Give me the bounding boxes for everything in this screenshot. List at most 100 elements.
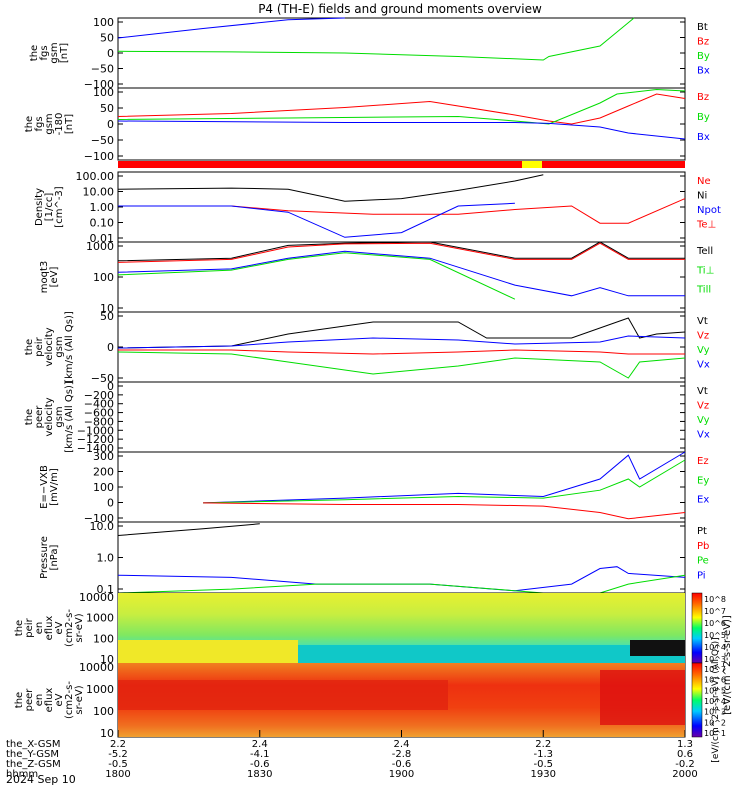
legend-Bz: Bz [697, 92, 709, 103]
y-tick-label: 100 [93, 86, 114, 99]
x-row-value: -5.2 [108, 749, 128, 760]
y-tick-label: 100 [93, 481, 114, 494]
y-tick-label: −400 [84, 398, 114, 411]
x-row-value: -0.6 [392, 759, 412, 770]
y-tick-label: 10 [100, 653, 114, 666]
panel-efield: 300 200 100 0 −100 E=−VXB [mV/m] Ez Ey Ex [39, 450, 709, 525]
series-By [117, 88, 686, 125]
series-Vy [117, 351, 686, 379]
y-axis-label: gsm [54, 336, 65, 357]
y-axis-label: sr-eV) [74, 685, 85, 714]
y-axis-label: the [24, 339, 35, 355]
legend-Vx: Vx [697, 360, 710, 371]
y-tick-label: −1200 [77, 433, 114, 446]
y-axis-label: velocity [44, 397, 55, 436]
peir-low-yellow [118, 640, 298, 663]
x-row-value: -0.5 [533, 759, 553, 770]
y-axis-label: en [34, 694, 45, 707]
y-axis-label: Density [34, 188, 45, 226]
x-row-value: 1900 [389, 769, 414, 780]
x-row-value: 1.3 [677, 739, 693, 750]
x-row-value: 2.4 [394, 739, 410, 750]
colorbar-tick: 10^7 [704, 665, 726, 674]
y-axis-label: [mV/m] [49, 468, 60, 506]
panel-fgs-rotated: 100 50 0 −50 −100 the fgs gsm -180 [nT] Bz By Bx [24, 86, 710, 163]
panel-peer-spectrogram: 10000 1000 100 10 the peer en eflux eV (cm2-s-sr-… [14, 661, 726, 740]
x-axis: the_X-GSM 2.2 2.4 2.4 2.2 1.3 the_Y-GSM -5.2 -4.… [6, 730, 698, 780]
y-axis-label: eflux [44, 616, 55, 641]
x-row-value: 1800 [105, 769, 130, 780]
y-tick-label: 1.0 [97, 552, 115, 565]
x-row-value: 2000 [672, 769, 697, 780]
y-axis-label: the [14, 692, 25, 708]
y-axis-label: [1/cc] [44, 193, 55, 222]
y-axis-label: gsm [49, 42, 60, 63]
legend-Vz: Vz [697, 331, 709, 342]
legend-Ex: Ex [697, 495, 709, 506]
status-bar [118, 161, 685, 168]
series-Vt [117, 317, 686, 349]
colorbar-tick: 10^4 [704, 643, 726, 652]
status-bar-yellow [522, 161, 542, 168]
colorbar-tick: 10^7 [704, 607, 726, 616]
y-tick-label: 10.0 [90, 520, 115, 533]
chart-title: P4 (TH-E) fields and ground moments over… [258, 2, 542, 16]
legend-Tell: Tell [696, 246, 713, 257]
y-axis-label: [km/s (All Qs)] [64, 311, 75, 383]
x-row-value: -2.8 [392, 749, 412, 760]
y-axis-label: [nT] [64, 114, 75, 134]
peer-colorbar [691, 662, 703, 738]
legend-By: By [697, 112, 710, 123]
series-Bz [117, 93, 686, 125]
y-axis-label: en [34, 622, 45, 635]
legend-Vx: Vx [697, 430, 710, 441]
y-axis-label: Pressure [39, 536, 50, 579]
series-Bx [117, 17, 345, 39]
legend-Vy: Vy [697, 415, 710, 426]
series-By [117, 17, 635, 61]
panel-fgs: 100 50 0 −50 −100 the fgs gsm [nT] Bt Bz By Bx [29, 16, 710, 91]
colorbar-tick: 10^3 [704, 655, 726, 664]
y-axis-label: eV [54, 621, 65, 634]
colorbar-tick: 10^3 [704, 708, 726, 717]
series-Npot [118, 202, 515, 238]
peir-low-cyan [298, 645, 685, 663]
status-bar-red [118, 161, 685, 168]
y-tick-label: −1400 [77, 442, 114, 455]
legend-Pi: Pi [697, 570, 706, 581]
x-row-label: the_Y-GSM [6, 749, 59, 760]
peir-spectrogram [118, 592, 703, 664]
y-tick-label: 0 [107, 47, 114, 60]
series-Ne [118, 198, 686, 224]
y-tick-label: 0.1 [97, 583, 115, 596]
y-axis-label: [nT] [59, 43, 70, 63]
y-tick-label: 50 [100, 32, 114, 45]
legend-Vt: Vt [697, 386, 708, 397]
peer-spectrogram [118, 662, 703, 738]
y-tick-label: 100 [93, 705, 114, 718]
y-tick-label: 10000 [79, 661, 114, 674]
y-tick-label: 1000 [86, 683, 114, 696]
legend-Pb: Pb [697, 541, 709, 552]
colorbar-tick: 10^4 [704, 697, 726, 706]
y-tick-label: 100 [93, 632, 114, 645]
y-axis-label: E=−VXB [39, 465, 50, 509]
legend-Bt: Bt [697, 22, 708, 33]
y-tick-label: −50 [91, 63, 114, 76]
y-tick-label: 100 [93, 16, 114, 29]
peir-colorbar [691, 592, 703, 664]
panel-frame [117, 241, 686, 313]
y-tick-label: 0 [107, 380, 114, 393]
legend-Npot: Npot [697, 205, 721, 216]
y-axis-label: [eV] [49, 267, 60, 288]
y-tick-label: −50 [91, 134, 114, 147]
series-Ti⊥ [117, 250, 685, 297]
y-axis-label: [nPa] [49, 544, 60, 570]
y-tick-label: 0 [107, 118, 114, 131]
y-axis-label: [km/s (All Qs)] [64, 381, 75, 453]
series-Ey [203, 459, 686, 504]
legend-Till: Till [696, 285, 711, 296]
series-Till [117, 252, 516, 300]
panel-density: 100.00 10.00 1.00 0.10 0.01 Density [1/cc] [cm^… [34, 170, 721, 245]
